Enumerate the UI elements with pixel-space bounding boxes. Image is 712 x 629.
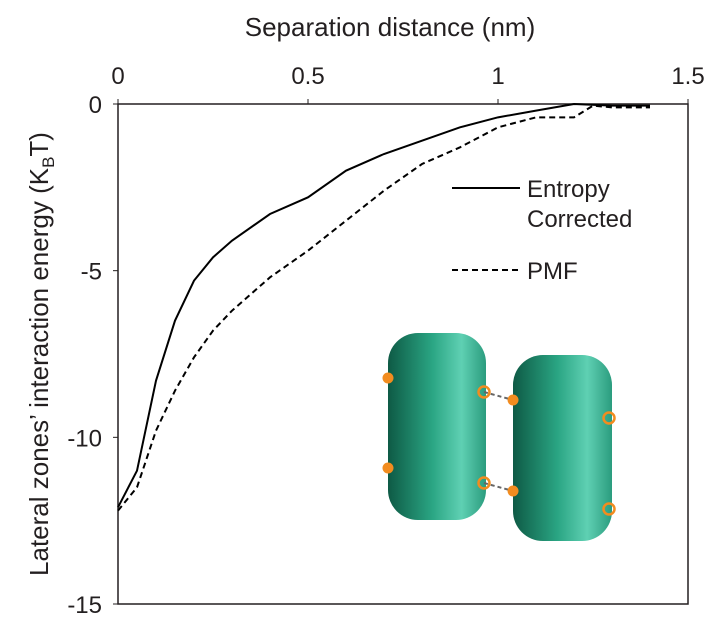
capsule — [388, 333, 486, 520]
legend-label: PMF — [527, 258, 578, 285]
legend-word: Corrected — [527, 206, 632, 233]
y-tick-label: 0 — [89, 92, 102, 119]
legend-word: Entropy — [527, 176, 610, 203]
site — [477, 385, 491, 399]
site — [382, 372, 394, 384]
site — [382, 462, 394, 474]
x-tick-label: 0.5 — [291, 63, 324, 90]
site — [602, 502, 616, 516]
y-tick-label: -5 — [81, 259, 102, 286]
inset-illustration — [382, 333, 616, 541]
y-title-part: T) — [24, 132, 54, 157]
site — [602, 411, 616, 425]
legend-label: Entropy Corrected — [527, 176, 632, 233]
y-title-part: Lateral zones’ interaction energy (K — [24, 167, 54, 576]
x-tick-label: 1 — [491, 63, 504, 90]
site — [477, 476, 491, 490]
link — [483, 391, 514, 401]
site — [507, 394, 519, 406]
x-tick-label: 1.5 — [671, 63, 704, 90]
link — [483, 482, 514, 492]
x-axis-title: Separation distance (nm) — [245, 12, 535, 42]
capsule — [513, 355, 612, 541]
series-line — [117, 104, 650, 512]
y-tick-label: -15 — [67, 592, 102, 619]
y-title-sub: B — [39, 157, 58, 168]
x-tick-label: 0 — [111, 63, 124, 90]
series-line — [117, 102, 650, 508]
site — [507, 485, 519, 497]
y-axis-title: Lateral zones’ interaction energy (KBT) — [24, 132, 58, 576]
y-tick-label: -10 — [67, 425, 102, 452]
plot-frame — [117, 103, 689, 605]
